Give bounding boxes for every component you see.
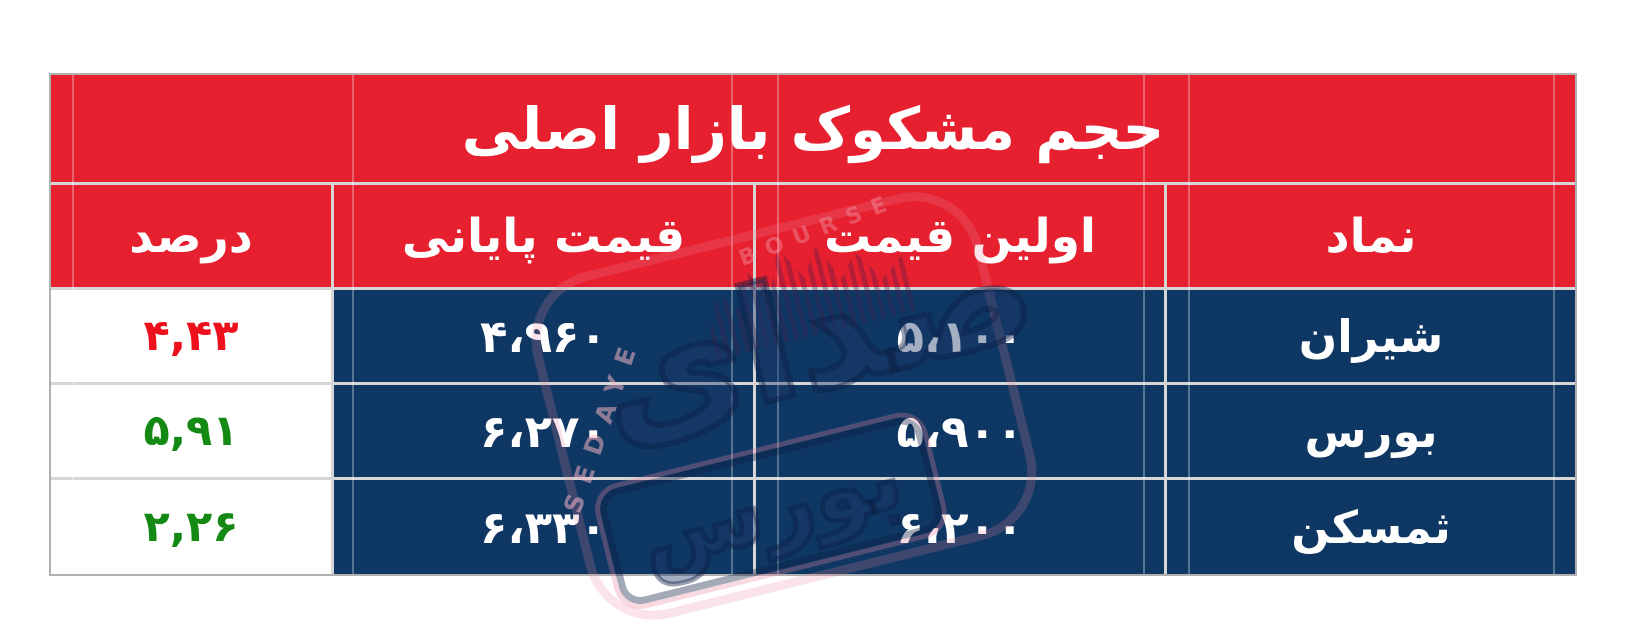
cell-close-price: ۴،۹۶۰ [334,290,753,382]
cell-percent: ۴,۴۳ [51,290,331,382]
col-header-symbol-label: نماد [1325,208,1417,264]
cell-close-price: ۶،۳۳۰ [334,480,753,574]
cell-percent: ۲,۲۶ [51,480,331,574]
cell-symbol: بورس [1167,385,1575,477]
cell-percent: ۵,۹۱ [51,385,331,477]
symbol-text: بورس [1304,404,1438,458]
col-header-percent-label: درصد [129,208,253,264]
suspicious-volume-table: حجم مشکوک بازار اصلی نماد اولین قیمت قیم… [49,73,1577,576]
close-price-value: ۴،۹۶۰ [480,309,607,363]
symbol-text: شیران [1298,309,1444,363]
percent-value: ۴,۴۳ [143,311,239,361]
cell-first-price: ۵،۱۰۰ [756,290,1164,382]
cell-symbol: ثمسکن [1167,480,1575,574]
col-header-percent: درصد [51,185,331,287]
col-header-close-price: قیمت پایانی [334,185,753,287]
percent-value: ۵,۹۱ [143,406,239,456]
table-title-text: حجم مشکوک بازار اصلی [461,94,1165,163]
table-title: حجم مشکوک بازار اصلی [51,75,1575,182]
col-header-first-price: اولین قیمت [756,185,1164,287]
cell-close-price: ۶،۲۷۰ [334,385,753,477]
cell-first-price: ۶،۲۰۰ [756,480,1164,574]
cell-symbol: شیران [1167,290,1575,382]
first-price-value: ۶،۲۰۰ [896,500,1024,554]
close-price-value: ۶،۲۷۰ [480,404,607,458]
cell-first-price: ۵،۹۰۰ [756,385,1164,477]
first-price-value: ۵،۱۰۰ [896,309,1024,363]
close-price-value: ۶،۳۳۰ [480,500,607,554]
percent-value: ۲,۲۶ [143,502,239,552]
symbol-text: ثمسکن [1291,500,1451,554]
col-header-first-price-label: اولین قیمت [823,208,1097,264]
col-header-close-price-label: قیمت پایانی [401,208,686,264]
first-price-value: ۵،۹۰۰ [896,404,1024,458]
col-header-symbol: نماد [1167,185,1575,287]
